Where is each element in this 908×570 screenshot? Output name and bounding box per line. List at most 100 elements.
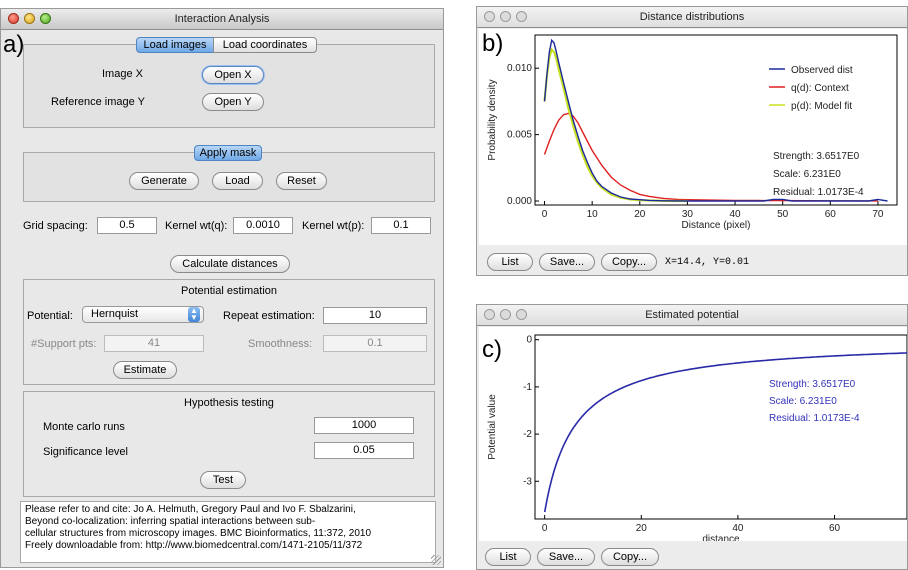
x-tick-label: 40 <box>732 523 744 534</box>
fit-parameter-annotation: Scale: 6.231E0 <box>769 396 837 407</box>
fit-parameter-annotation: Scale: 6.231E0 <box>773 169 841 180</box>
x-tick-label: 20 <box>634 209 646 220</box>
image-x-label: Image X <box>102 68 143 80</box>
window-title: Estimated potential <box>645 309 739 321</box>
x-tick-label: 70 <box>872 209 884 220</box>
list-button[interactable]: List <box>485 548 531 566</box>
x-tick-label: 60 <box>825 209 837 220</box>
legend-label: p(d): Model fit <box>791 101 852 112</box>
reference-image-label: Reference image Y <box>51 96 145 108</box>
interaction-analysis-window: Interaction Analysis Load images Load co… <box>0 8 444 568</box>
generate-button[interactable]: Generate <box>129 172 199 190</box>
y-tick-label: 0.005 <box>507 130 532 141</box>
potential-select-value: Hernquist <box>91 308 139 320</box>
minimize-icon[interactable] <box>24 13 35 24</box>
potential-series-line <box>543 352 907 513</box>
kernel-q-field[interactable]: 0.0010 <box>233 217 293 234</box>
x-tick-label: 0 <box>542 209 548 220</box>
x-axis-label: distance <box>702 534 740 541</box>
potential-label: Potential: <box>27 310 73 322</box>
fit-parameter-annotation: Strength: 3.6517E0 <box>769 379 856 390</box>
significance-label: Significance level <box>43 446 128 458</box>
monte-carlo-field[interactable]: 1000 <box>314 417 414 434</box>
title-bar: Distance distributions <box>477 7 907 28</box>
potential-plot-area: 0 20 40 60 0 -1 -2 -3 distance Potential value Str… <box>479 327 908 545</box>
apply-mask-button[interactable]: Apply mask <box>194 145 262 161</box>
x-tick-label: 10 <box>587 209 599 220</box>
potential-estimation-title: Potential estimation <box>181 285 277 297</box>
tab-load-images[interactable]: Load images <box>136 37 214 53</box>
smoothness-field[interactable]: 0.1 <box>323 335 427 352</box>
y-tick-label: 0.010 <box>507 63 532 74</box>
x-tick-label: 30 <box>682 209 694 220</box>
significance-field[interactable]: 0.05 <box>314 442 414 459</box>
zoom-icon[interactable] <box>516 11 527 22</box>
distance-distribution-chart: 0 10 20 30 40 50 60 70 0.000 0.005 0.010 Distance (… <box>487 34 898 231</box>
window-title: Distance distributions <box>639 11 745 23</box>
monte-carlo-label: Monte carlo runs <box>43 421 125 433</box>
reset-button[interactable]: Reset <box>276 172 327 190</box>
distance-distributions-window: Distance distributions 0 10 20 30 40 50 60 70 0.… <box>476 6 908 276</box>
zoom-icon[interactable] <box>516 309 527 320</box>
x-tick-label: 20 <box>636 523 648 534</box>
load-mask-button[interactable]: Load <box>212 172 263 190</box>
zoom-icon[interactable] <box>40 13 51 24</box>
observed-series-line <box>543 38 888 202</box>
list-button[interactable]: List <box>487 253 533 271</box>
potential-estimation-group <box>23 279 435 385</box>
fit-parameter-annotation: Residual: 1.0173E-4 <box>773 187 864 198</box>
window-title: Interaction Analysis <box>174 13 270 25</box>
test-button[interactable]: Test <box>200 471 246 489</box>
legend-label: q(d): Context <box>791 83 849 94</box>
estimated-potential-window: Estimated potential 0 20 40 60 0 -1 -2 -3 distan… <box>476 304 908 570</box>
potential-select[interactable]: Hernquist ▲ ▼ <box>82 306 204 323</box>
citation-line: Freely downloadable from: http://www.bio… <box>25 540 363 551</box>
y-axis-label: Probability density <box>487 79 498 160</box>
select-arrows-icon: ▲ ▼ <box>188 307 200 322</box>
hypothesis-testing-title: Hypothesis testing <box>184 397 274 409</box>
repeat-estimation-field[interactable]: 10 <box>323 307 427 324</box>
copy-button[interactable]: Copy... <box>601 253 657 271</box>
citation-line: Please refer to and cite: Jo A. Helmuth,… <box>25 504 356 515</box>
load-group <box>23 44 435 128</box>
plot-frame <box>534 34 898 206</box>
grid-spacing-field[interactable]: 0.5 <box>97 217 157 234</box>
fit-parameter-annotation: Residual: 1.0173E-4 <box>769 413 860 424</box>
legend-label: Observed dist <box>791 65 853 76</box>
x-axis-label: Distance (pixel) <box>682 220 751 231</box>
estimated-potential-chart: 0 20 40 60 0 -1 -2 -3 distance Potential value Str… <box>487 334 908 545</box>
open-x-button[interactable]: Open X <box>202 66 264 84</box>
copy-button[interactable]: Copy... <box>601 548 659 566</box>
repeat-estimation-label: Repeat estimation: <box>223 310 315 322</box>
open-y-button[interactable]: Open Y <box>202 93 264 111</box>
minimize-icon[interactable] <box>500 309 511 320</box>
fit-parameter-annotation: Strength: 3.6517E0 <box>773 151 860 162</box>
resize-grip-icon[interactable] <box>431 555 441 565</box>
save-button[interactable]: Save... <box>539 253 595 271</box>
panel-letter-b: b) <box>482 30 504 57</box>
estimate-button[interactable]: Estimate <box>113 361 177 379</box>
support-points-label: #Support pts: <box>31 338 97 350</box>
plot-frame <box>534 334 908 520</box>
y-tick-label: 0 <box>526 335 532 346</box>
tab-load-coordinates[interactable]: Load coordinates <box>213 37 317 53</box>
minimize-icon[interactable] <box>500 11 511 22</box>
kernel-p-field[interactable]: 0.1 <box>371 217 431 234</box>
save-button[interactable]: Save... <box>537 548 595 566</box>
close-icon[interactable] <box>484 11 495 22</box>
title-bar: Interaction Analysis <box>1 9 443 30</box>
panel-letter-c: c) <box>482 336 502 363</box>
calculate-distances-button[interactable]: Calculate distances <box>170 255 290 273</box>
support-points-field[interactable]: 41 <box>104 335 204 352</box>
close-icon[interactable] <box>8 13 19 24</box>
citation-line: Beyond co-localization: inferring spatia… <box>25 516 316 527</box>
coordinate-readout: X=14.4, Y=0.01 <box>665 257 750 268</box>
y-tick-label: -3 <box>523 476 532 487</box>
close-icon[interactable] <box>484 309 495 320</box>
smoothness-label: Smoothness: <box>248 338 313 350</box>
distance-plot-area: 0 10 20 30 40 50 60 70 0.000 0.005 0.010 Distance (… <box>479 29 907 245</box>
x-tick-label: 50 <box>777 209 789 220</box>
panel-letter-a: a) <box>3 31 25 58</box>
x-tick-label: 60 <box>829 523 841 534</box>
kernel-p-label: Kernel wt(p): <box>302 220 365 232</box>
